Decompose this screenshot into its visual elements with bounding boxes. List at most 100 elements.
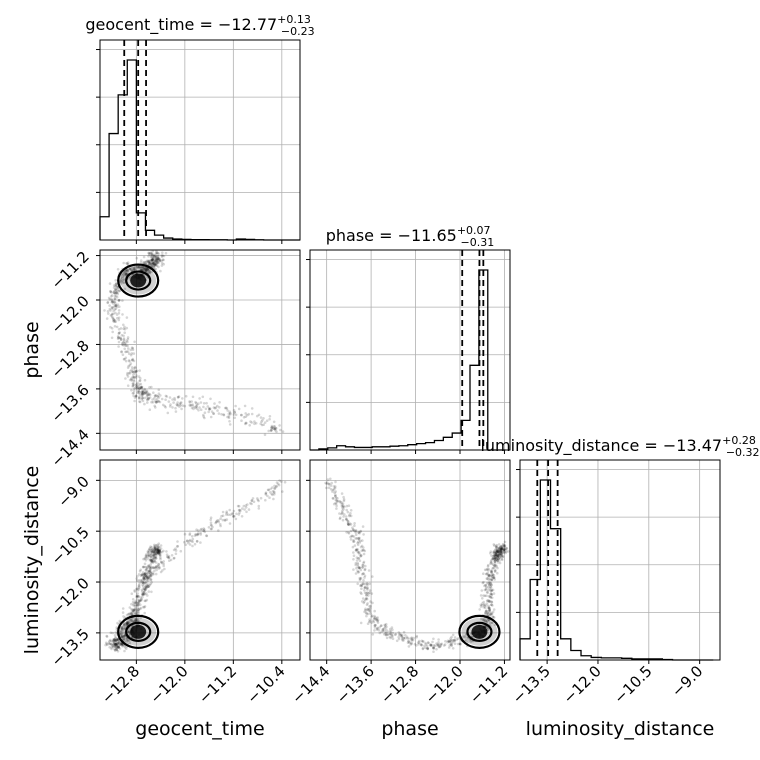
scatter-point [194,405,198,408]
scatter-point [493,570,497,573]
scatter-point [336,497,339,500]
scatter-point [376,618,380,622]
scatter-point [482,580,485,584]
scatter-point [199,531,202,535]
scatter-point [148,573,152,576]
scatter-point [270,426,274,430]
scatter-point [172,401,175,404]
scatter-point [110,313,113,317]
scatter-point [116,642,119,646]
scatter-point [494,553,498,556]
scatter-point [142,265,145,269]
scatter-point [349,514,353,518]
scatter-point [443,643,447,646]
scatter-point [492,592,496,595]
scatter-point [207,526,211,529]
scatter-point [117,645,121,648]
scatter-point [352,528,355,531]
scatter-point [334,480,337,484]
scatter-point [115,648,119,651]
scatter-point [131,348,135,352]
scatter-point [497,557,501,560]
scatter-point [498,553,502,557]
scatter-point [407,640,411,643]
scatter-point [356,550,360,554]
scatter-point [153,404,156,408]
scatter-point [374,623,377,627]
scatter-point [155,548,159,552]
scatter-point [111,307,114,311]
scatter-point [360,583,363,587]
scatter-point [145,583,149,587]
scatter-point [143,396,147,400]
scatter-point [366,622,370,625]
scatter-point [113,638,117,641]
scatter-point [433,644,437,648]
scatter-point [156,395,160,398]
xtick-label-phase: −11.2 [466,662,511,707]
scatter-point [150,590,153,594]
y-axis-label-luminosity_distance: luminosity_distance [21,466,43,655]
scatter-point [146,583,150,586]
scatter-point [150,553,153,556]
scatter-point [469,640,473,644]
scatter-point [162,562,165,566]
scatter-point [143,606,146,609]
scatter-point [381,628,385,631]
scatter-point [126,371,129,375]
scatter-point [146,550,150,553]
scatter-point [410,641,413,644]
scatter-point [115,643,119,647]
scatter-point [453,638,456,642]
scatter-point [491,557,495,561]
scatter-point [136,575,139,578]
scatter-point [112,638,115,641]
scatter-point [141,399,145,403]
scatter-point [125,339,128,343]
scatter-point [255,497,259,500]
scatter-point [157,563,160,566]
scatter-point [112,318,115,321]
scatter-point [250,499,254,502]
scatter-point [492,551,495,554]
scatter-point [491,588,495,592]
scatter-point [113,318,117,322]
scatter-point [494,556,498,560]
scatter-point [174,547,177,550]
scatter-point [225,510,228,513]
scatter-point [123,622,127,625]
scatter-point [249,501,252,505]
scatter-point [121,632,124,635]
scatter-point [506,550,510,553]
scatter-point [249,420,252,423]
scatter-point [149,261,152,264]
panel-geocent_time-vs-luminosity_distance-frame [99,459,301,661]
scatter-point [142,260,145,264]
scatter-point [137,611,140,615]
scatter-point [155,261,159,264]
scatter-point [151,257,154,261]
scatter-point [491,615,495,618]
scatter-point [123,624,126,628]
scatter-point [359,529,363,533]
scatter-point [366,588,369,591]
scatter-point [351,526,354,529]
scatter-point [160,261,164,265]
scatter-point [345,518,348,521]
scatter-point [143,565,146,569]
scatter-point [131,384,134,388]
scatter-point [157,552,161,556]
scatter-point [110,299,114,302]
scatter-point [148,392,151,396]
scatter-point [334,493,337,497]
scatter-point [357,557,361,560]
scatter-point [484,619,487,623]
scatter-point [143,587,146,591]
scatter-point [132,620,135,623]
scatter-point [149,253,152,257]
scatter-point [205,401,208,405]
scatter-point [117,645,120,649]
scatter-point [361,566,364,569]
scatter-point [125,621,128,625]
scatter-point [140,588,144,592]
